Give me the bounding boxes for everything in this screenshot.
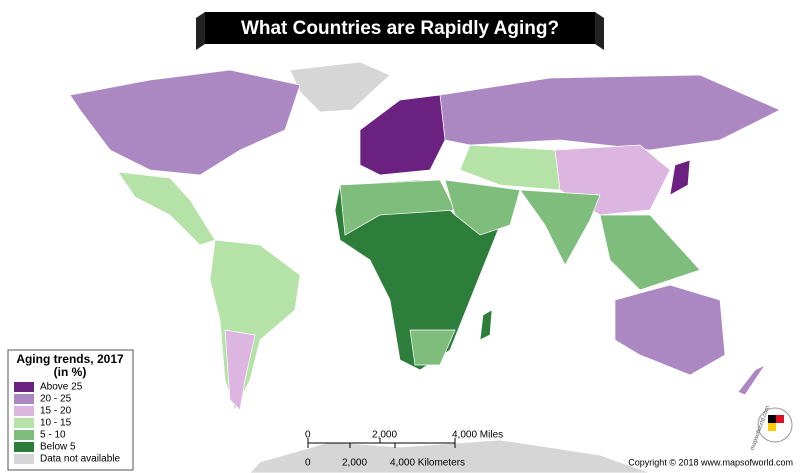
madagascar — [479, 309, 493, 341]
legend-title: Aging trends, 2017 — [16, 352, 124, 366]
logo-square — [768, 423, 776, 431]
legend-label: Above 25 — [40, 382, 83, 393]
scale-label: 0 — [305, 430, 311, 441]
australia — [614, 284, 726, 376]
japan — [669, 159, 691, 196]
legend-label: 15 - 20 — [40, 406, 72, 417]
central-asia — [459, 144, 561, 191]
legend-label: 20 - 25 — [40, 394, 72, 405]
scale-label: 2,000 — [372, 430, 397, 441]
banner-fold — [595, 12, 604, 50]
legend-swatch — [14, 394, 34, 404]
scale-bar — [307, 438, 456, 448]
legend-swatch — [14, 406, 34, 416]
scale-label: 2,000 — [342, 458, 367, 469]
south-asia — [519, 189, 601, 266]
legend-swatch — [14, 454, 34, 464]
north-africa — [339, 179, 456, 236]
southeast-asia — [599, 214, 701, 291]
central-america — [117, 171, 216, 246]
legend-label: 10 - 15 — [40, 418, 72, 429]
world-map — [69, 61, 781, 473]
title: What Countries are Rapidly Aging? — [241, 18, 559, 39]
europe — [359, 94, 446, 176]
legend-subtitle: (in %) — [54, 365, 87, 379]
southern-africa — [409, 329, 456, 366]
logo-square — [768, 415, 776, 423]
greenland — [289, 61, 391, 113]
copyright: Copyright © 2018 www.mapsofworld.com — [628, 457, 793, 467]
title-banner — [205, 12, 595, 44]
scale-label: 0 — [305, 458, 311, 469]
legend-swatch — [14, 382, 34, 392]
argentina — [224, 329, 256, 411]
legend-label: Below 5 — [40, 442, 76, 453]
russia — [439, 74, 781, 151]
scale-label: 4,000 Kilometers — [390, 458, 465, 469]
banner-fold — [196, 12, 205, 50]
north-america — [69, 69, 301, 176]
middle-east — [444, 179, 521, 236]
new-zealand — [737, 364, 767, 396]
legend-swatch — [14, 442, 34, 452]
legend-label: 5 - 10 — [40, 430, 66, 441]
logo-square — [776, 415, 784, 423]
legend-swatch — [14, 430, 34, 440]
legend-label: Data not available — [40, 454, 120, 465]
legend-swatch — [14, 418, 34, 428]
scale-label: 4,000 Miles — [452, 430, 503, 441]
